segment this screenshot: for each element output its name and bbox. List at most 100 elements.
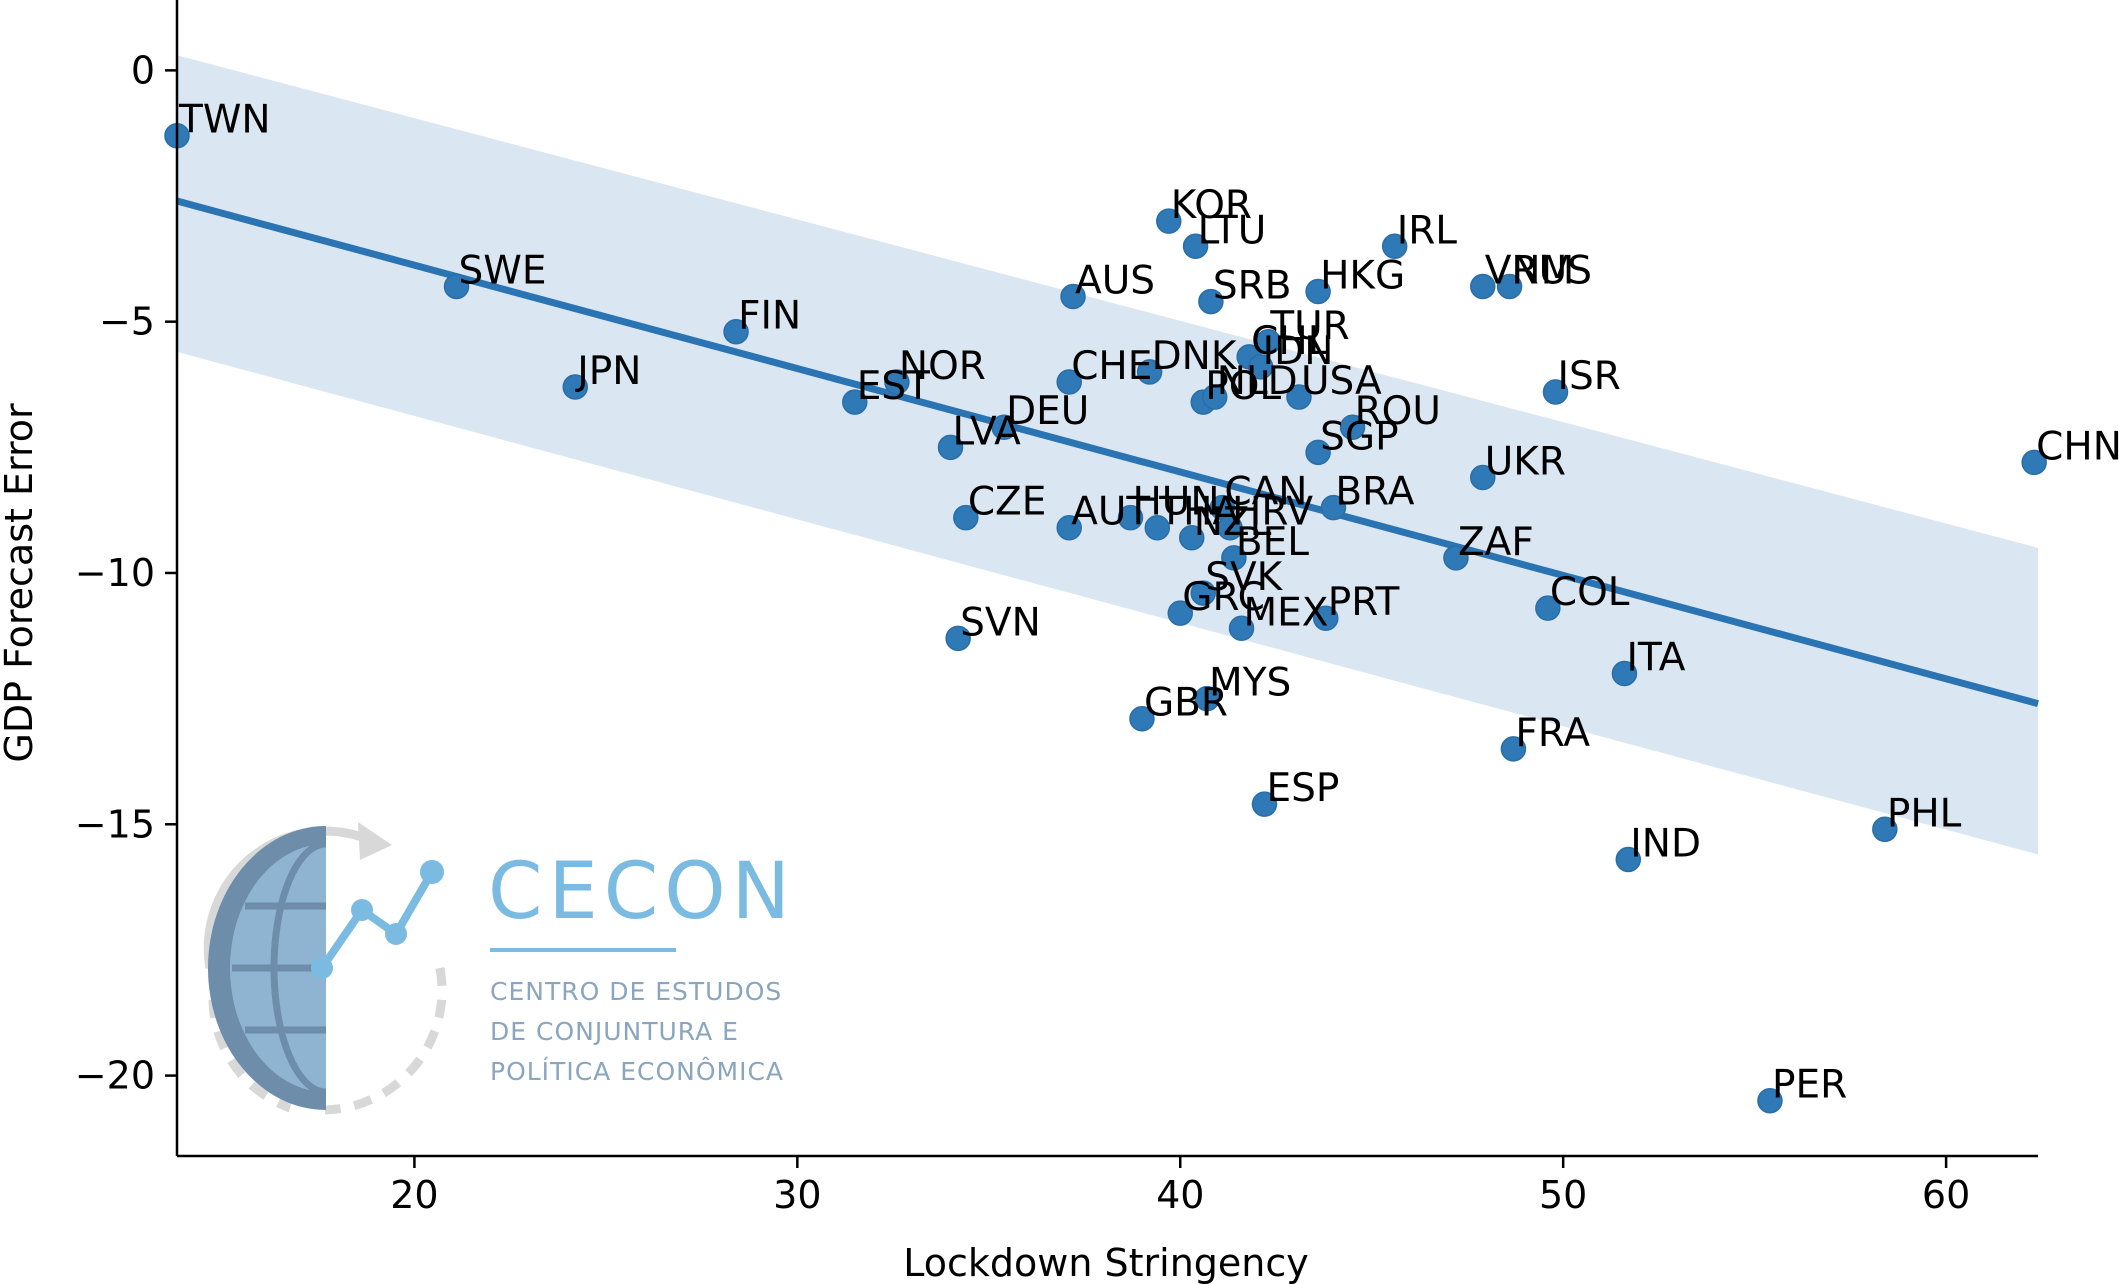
point-label-idn: IDN [1263,329,1334,374]
point-label-zaf: ZAF [1458,520,1534,565]
y-tick-label: −5 [99,300,155,344]
point-label-rus: RUS [1512,248,1592,293]
data-point-per [1757,1087,1783,1114]
point-label-sgp: SGP [1320,414,1399,459]
point-label-mys: MYS [1209,661,1291,706]
data-point-idn [1247,354,1274,380]
data-point-svn [945,625,971,652]
point-label-esp: ESP [1266,766,1339,811]
point-label-lva: LVA [953,409,1022,454]
point-label-aus: AUS [1075,259,1155,304]
point-label-mex: MEX [1244,590,1329,635]
data-point-lva [937,434,964,461]
x-tick-label: 50 [1539,1173,1587,1217]
point-label-ltu: LTU [1198,208,1267,253]
y-tick-label: −20 [75,1054,155,1098]
point-label-isr: ISR [1558,354,1621,399]
regression-line [176,197,2039,708]
data-point-esp [1251,791,1278,817]
data-point-isr [1542,379,1569,405]
data-point-hun [1117,504,1144,531]
point-label-fin: FIN [738,294,801,339]
data-point-phl [1872,816,1898,843]
point-label-usa: USA [1301,359,1382,404]
data-point-bel [1221,545,1247,571]
data-point-aus [1060,283,1086,310]
point-label-per: PER [1772,1063,1847,1108]
axes: 20 30 40 50 60 0 −5 −10 −15 −20 [75,0,2038,1217]
logo-subtitle-line-2: DE CONJUNTURA E [490,1017,739,1046]
point-label-deu: DEU [1006,389,1089,434]
point-label-nzl: NZL [1194,500,1272,545]
point-label-ukr: UKR [1485,439,1566,484]
point-label-fra: FRA [1515,711,1590,756]
point-label-cze: CZE [968,480,1047,525]
point-label-hrv: HRV [1232,490,1313,535]
point-label-aut: AUT [1071,490,1150,535]
point-labels: TWNSWEJPNFINESTNORLVACZESVNDEUAUSCHEAUTH… [178,98,2122,1108]
point-label-tha: THA [1158,490,1239,535]
data-point-rus [1496,273,1523,300]
data-point-cze [953,504,979,531]
data-point-jpn [562,374,588,400]
point-label-twn: TWN [178,98,271,143]
point-label-col: COL [1550,570,1630,615]
point-label-che: CHE [1071,344,1152,389]
data-point-tha [1144,514,1171,541]
point-label-ind: IND [1630,821,1701,866]
data-point-mex [1228,615,1255,642]
data-point-irl [1381,233,1408,260]
point-label-prt: PRT [1328,580,1400,625]
point-label-gbr: GBR [1144,681,1228,726]
data-point-che [1056,369,1082,395]
data-point-fin [723,318,749,345]
data-point-est [842,389,868,415]
y-tick-label: −10 [75,551,155,595]
point-label-chn: CHN [2036,424,2122,469]
point-label-hkg: HKG [1320,254,1405,299]
data-point-mys [1194,685,1220,712]
point-label-svk: SVK [1205,555,1283,600]
data-point-nzl [1178,525,1205,551]
x-axis-label: Lockdown Stringency [903,1241,1309,1284]
logo-subtitle-line-3: POLÍTICA ECONÔMICA [490,1056,784,1086]
data-point-sgp [1305,439,1331,466]
logo-title: CECON [488,847,796,937]
point-label-swe: SWE [459,248,547,293]
data-point-nld [1201,384,1228,410]
point-label-chl: CHL [1251,319,1330,364]
point-label-can: CAN [1224,470,1307,515]
point-label-bra: BRA [1335,470,1414,515]
point-label-rou: ROU [1355,389,1441,434]
point-label-grc: GRC [1182,575,1265,620]
y-axis-label: GDP Forecast Error [0,403,41,763]
point-label-tur: TUR [1269,304,1349,349]
data-point-chn [2021,449,2047,476]
data-point-kor [1156,208,1182,234]
cecon-logo: CECON CENTRO DE ESTUDOS DE CONJUNTURA E … [203,822,796,1115]
data-point-ita [1611,660,1638,687]
data-point-hrv [1217,514,1243,541]
data-point-swe [443,273,470,300]
point-label-ita: ITA [1626,635,1685,680]
logo-subtitle-line-1: CENTRO DE ESTUDOS [490,977,782,1006]
data-point-ukr [1470,464,1496,491]
point-label-svn: SVN [960,600,1041,645]
scatter-points [164,122,2047,1114]
data-point-fra [1500,736,1527,762]
data-point-nor [884,369,910,395]
point-label-jpn: JPN [574,349,641,394]
data-point-usa [1286,384,1312,410]
data-point-tur [1255,329,1282,355]
data-point-svk [1190,580,1216,606]
point-label-pol: POL [1205,364,1281,409]
data-point-grc [1167,600,1194,626]
x-tick-label: 20 [390,1173,438,1217]
data-point-col [1535,595,1561,621]
data-point-zaf [1443,545,1469,571]
point-label-kor: KOR [1171,183,1252,228]
point-label-srb: SRB [1213,264,1292,309]
data-point-bra [1320,494,1347,521]
logo-emblem-graphic [203,822,447,1115]
